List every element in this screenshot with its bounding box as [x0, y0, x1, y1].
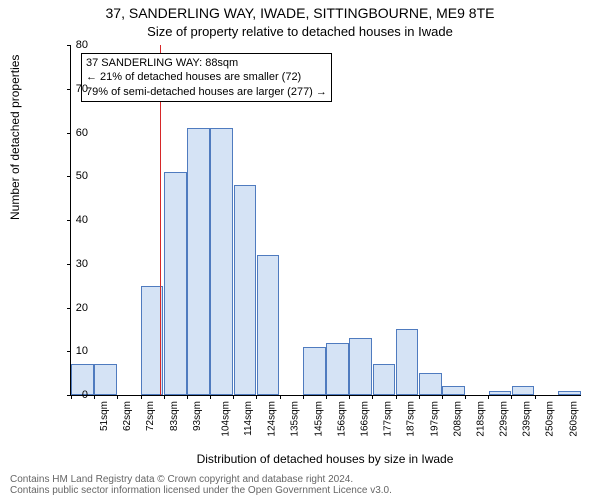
bar: [396, 329, 419, 395]
xtick-label: 239sqm: [522, 401, 533, 437]
xtick-label: 124sqm: [267, 401, 278, 437]
xtick-mark: [465, 395, 466, 399]
ytick-label: 0: [82, 389, 88, 401]
bar: [257, 255, 280, 395]
xtick-label: 229sqm: [499, 401, 510, 437]
xtick-mark: [117, 395, 118, 399]
ytick-mark: [67, 89, 71, 90]
xtick-mark: [372, 395, 373, 399]
chart-container: 37, SANDERLING WAY, IWADE, SITTINGBOURNE…: [0, 0, 600, 500]
footer-text: Contains HM Land Registry data © Crown c…: [10, 474, 392, 496]
ytick-label: 80: [76, 39, 88, 51]
xtick-mark: [280, 395, 281, 399]
xtick-mark: [396, 395, 397, 399]
xtick-label: 187sqm: [406, 401, 417, 437]
bar: [349, 338, 372, 395]
xtick-mark: [326, 395, 327, 399]
xtick-label: 93sqm: [192, 401, 203, 431]
bar: [187, 128, 210, 395]
xtick-mark: [256, 395, 257, 399]
y-axis-label: Number of detached properties: [8, 55, 22, 220]
ytick-label: 70: [76, 83, 88, 95]
annotation-line: 37 SANDERLING WAY: 88sqm: [86, 56, 327, 70]
xtick-label: 51sqm: [99, 401, 110, 431]
ytick-label: 60: [76, 127, 88, 139]
xtick-label: 208sqm: [452, 401, 463, 437]
xtick-label: 114sqm: [243, 401, 254, 436]
bar: [94, 364, 117, 395]
bar: [512, 386, 535, 395]
xtick-mark: [349, 395, 350, 399]
xtick-mark: [511, 395, 512, 399]
xtick-label: 83sqm: [169, 401, 180, 431]
ytick-label: 10: [76, 345, 88, 357]
x-axis-label: Distribution of detached houses by size …: [70, 452, 580, 466]
ytick-label: 40: [76, 214, 88, 226]
ytick-mark: [67, 220, 71, 221]
title-sub: Size of property relative to detached ho…: [0, 24, 600, 39]
bar: [373, 364, 396, 395]
xtick-label: 197sqm: [429, 401, 440, 437]
ytick-mark: [67, 351, 71, 352]
xtick-label: 260sqm: [568, 401, 579, 437]
xtick-label: 62sqm: [122, 401, 133, 431]
plot-area: 51sqm62sqm72sqm83sqm93sqm104sqm114sqm124…: [70, 45, 581, 396]
ytick-mark: [67, 133, 71, 134]
bar: [558, 391, 581, 395]
xtick-mark: [164, 395, 165, 399]
ytick-mark: [67, 45, 71, 46]
xtick-label: 156sqm: [336, 401, 347, 437]
bar: [326, 343, 349, 396]
xtick-label: 145sqm: [313, 401, 324, 437]
ytick-mark: [67, 176, 71, 177]
annotation-line: ← 21% of detached houses are smaller (72…: [86, 70, 327, 84]
ytick-mark: [67, 264, 71, 265]
xtick-mark: [71, 395, 72, 399]
ytick-label: 30: [76, 258, 88, 270]
xtick-label: 135sqm: [290, 401, 301, 437]
bar: [210, 128, 233, 395]
xtick-mark: [187, 395, 188, 399]
xtick-label: 218sqm: [475, 401, 486, 437]
footer-line-2: Contains public sector information licen…: [10, 485, 392, 496]
xtick-mark: [210, 395, 211, 399]
bar: [303, 347, 326, 395]
xtick-mark: [419, 395, 420, 399]
xtick-label: 166sqm: [360, 401, 371, 437]
xtick-label: 177sqm: [383, 401, 394, 437]
xtick-label: 72sqm: [145, 401, 156, 431]
bar: [164, 172, 187, 395]
xtick-mark: [488, 395, 489, 399]
xtick-label: 104sqm: [220, 401, 231, 437]
annotation-box: 37 SANDERLING WAY: 88sqm← 21% of detache…: [81, 53, 332, 102]
bar: [419, 373, 442, 395]
title-main: 37, SANDERLING WAY, IWADE, SITTINGBOURNE…: [0, 5, 600, 21]
xtick-mark: [535, 395, 536, 399]
xtick-mark: [94, 395, 95, 399]
xtick-mark: [442, 395, 443, 399]
bar: [442, 386, 465, 395]
xtick-mark: [303, 395, 304, 399]
bar: [489, 391, 512, 395]
bar: [234, 185, 257, 395]
ytick-label: 50: [76, 170, 88, 182]
ytick-mark: [67, 308, 71, 309]
ytick-label: 20: [76, 302, 88, 314]
footer-line-1: Contains HM Land Registry data © Crown c…: [10, 474, 392, 485]
xtick-label: 250sqm: [545, 401, 556, 437]
xtick-mark: [141, 395, 142, 399]
xtick-mark: [233, 395, 234, 399]
annotation-line: 79% of semi-detached houses are larger (…: [86, 85, 327, 99]
